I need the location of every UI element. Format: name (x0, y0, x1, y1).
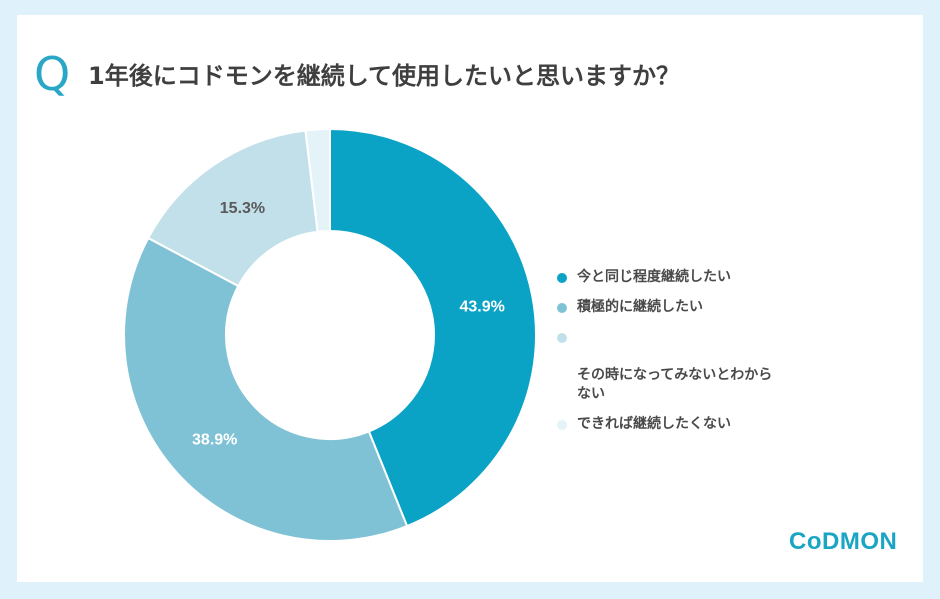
legend-item-actively-continue: 積極的に継続したい (555, 298, 825, 317)
logo-wordmark: CoDMON (789, 528, 898, 555)
legend-label: できれば継続したくない (577, 416, 731, 432)
data-label-undecided: 15.3% (220, 200, 265, 217)
legend-label: 今と同じ程度継続したい (577, 269, 731, 285)
data-label-actively-continue: 38.9% (192, 432, 237, 449)
slice-undecided (146, 129, 319, 288)
question-title: 1年後にコドモンを継続して使用したいと思いますか？ (88, 62, 680, 90)
chart-legend: 今と同じ程度継続したい 積極的に継続したい その時になってみないとわから ない … (555, 268, 825, 445)
legend-swatch (557, 420, 567, 430)
codmon-logo: CoDMON (789, 524, 904, 560)
slice-prefer-not-continue (304, 127, 331, 233)
legend-item-undecided: その時になってみないとわから ない (555, 328, 825, 404)
question-mark-label: Q (34, 47, 71, 101)
data-label-continue-same: 43.9% (459, 298, 504, 315)
legend-swatch (557, 303, 567, 313)
legend-item-prefer-not-continue: できれば継続したくない (555, 415, 825, 434)
slice-actively-continue (123, 236, 409, 542)
legend-label: その時になってみないとわから ない (577, 367, 773, 402)
legend-label: 積極的に継続したい (577, 299, 703, 315)
legend-item-continue-same: 今と同じ程度継続したい (555, 268, 825, 287)
legend-swatch (557, 273, 567, 283)
legend-swatch (557, 333, 567, 343)
slice-continue-same (329, 127, 537, 528)
